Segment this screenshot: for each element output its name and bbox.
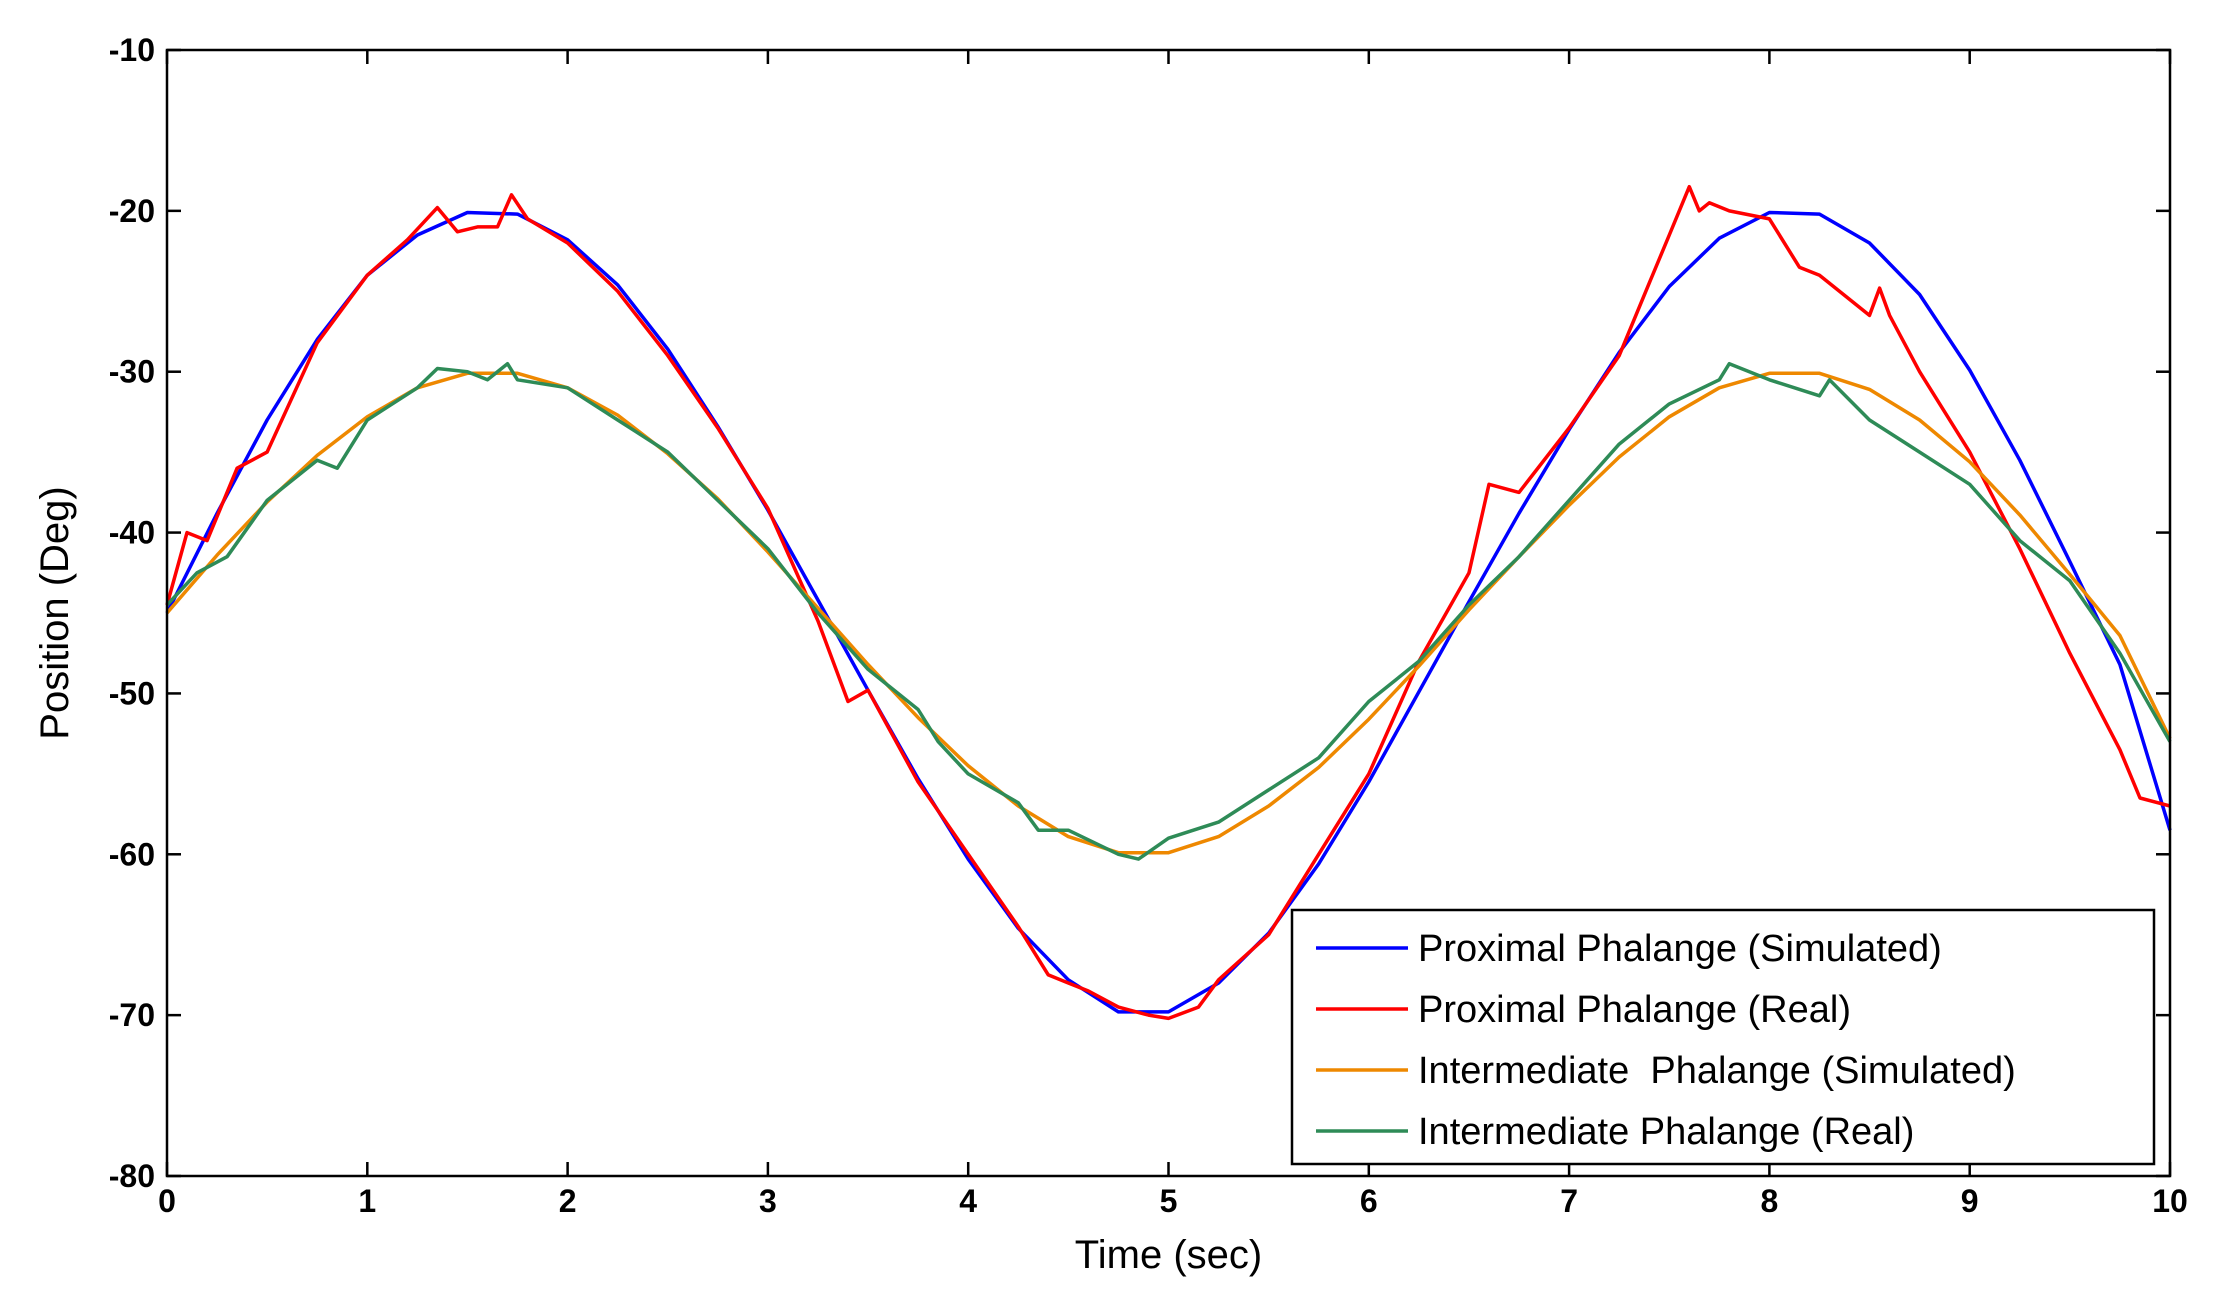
series-line-3 (165, 361, 2172, 861)
legend: Proximal Phalange (Simulated) Proximal Ph… (1290, 908, 2156, 1166)
legend-label-0: Proximal Phalange (Simulated) (1418, 928, 1942, 970)
series-layer (165, 184, 2172, 1021)
series-line-0 (165, 210, 2172, 1014)
x-tick-label: 10 (2152, 1183, 2188, 1219)
legend-label-3: Intermediate Phalange (Real) (1418, 1111, 1914, 1153)
legend-label-2: Intermediate Phalange (Simulated) (1418, 1050, 2016, 1092)
series-line-2 (165, 371, 2172, 855)
x-tick-label: 3 (759, 1183, 777, 1219)
x-tick-label: 8 (1761, 1183, 1779, 1219)
x-tick-label: 9 (1961, 1183, 1979, 1219)
y-tick-label: -30 (109, 354, 155, 390)
x-tick-label: 1 (358, 1183, 376, 1219)
axes-layer: 0 1 2 3 4 5 6 7 8 9 10 -10 -20 -30 -40 -50 -60 -70 -80 (109, 32, 2188, 1219)
y-tick-label: -70 (109, 997, 155, 1033)
y-tick-label: -40 (109, 515, 155, 551)
x-tick-label: 2 (559, 1183, 577, 1219)
y-tick-label: -10 (109, 32, 155, 68)
x-tick-label: 4 (959, 1183, 977, 1219)
y-tick-label: -20 (109, 193, 155, 229)
legend-box (1290, 908, 2156, 1166)
x-tick-label: 7 (1560, 1183, 1578, 1219)
x-tick-label: 5 (1160, 1183, 1178, 1219)
x-tick-label: 0 (158, 1183, 176, 1219)
x-axis-title: Time (sec) (1075, 1233, 1262, 1277)
series-line-1 (165, 184, 2171, 1021)
y-tick-label: -60 (109, 836, 155, 872)
y-tick-label: -80 (109, 1158, 155, 1194)
y-tick-label: -50 (109, 675, 155, 711)
y-axis-title: Position (Deg) (33, 486, 77, 739)
legend-label-1: Proximal Phalange (Real) (1418, 989, 1851, 1031)
x-tick-label: 6 (1360, 1183, 1378, 1219)
